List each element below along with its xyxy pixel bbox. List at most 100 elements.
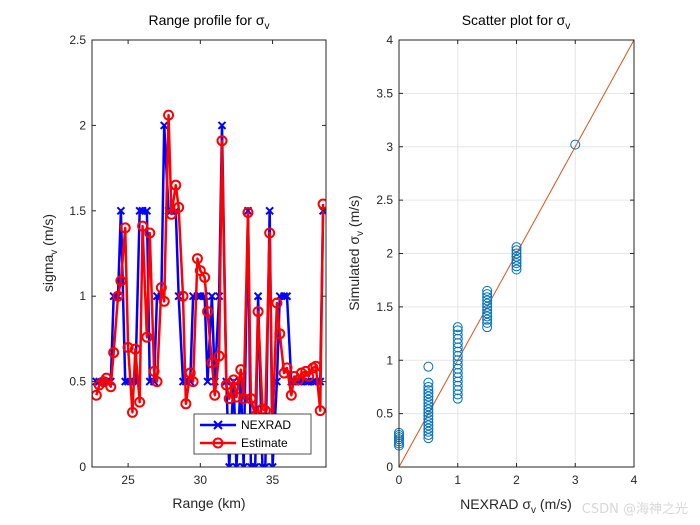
- estimate-point: [206, 357, 218, 369]
- y-tick-label: 4: [386, 33, 393, 47]
- watermark: CSDN @海神之光: [582, 502, 688, 517]
- nexrad-point: [261, 462, 270, 467]
- range-profile-y-ticks: 0 0.5 1 1.5 2 2.5: [69, 33, 326, 474]
- nexrad-point: [232, 462, 241, 467]
- estimate-point: [314, 405, 326, 417]
- x-tick-label: 4: [631, 473, 638, 487]
- scatter-y-label: Simulated σv (m/s): [346, 195, 366, 311]
- scatter-point: [482, 292, 493, 303]
- estimate-point: [235, 364, 247, 376]
- estimate-point: [238, 393, 250, 405]
- estimate-point: [155, 282, 167, 294]
- series-line-estimate: [95, 113, 325, 428]
- estimate-point: [264, 227, 276, 239]
- x-tick-label: 0: [396, 473, 403, 487]
- scatter-point: [423, 385, 434, 396]
- estimate-point: [220, 379, 232, 391]
- scatter-point: [423, 391, 434, 402]
- estimate-point: [105, 381, 117, 393]
- scatter-point: [482, 314, 493, 325]
- scatter-point: [482, 295, 493, 306]
- x-tick-label: 25: [121, 473, 135, 487]
- y-tick-label: 2.5: [69, 33, 86, 47]
- range-profile-legend: NEXRAD Estimate: [193, 413, 312, 455]
- estimate-point: [137, 220, 149, 232]
- estimate-point: [119, 222, 131, 234]
- scatter-x-ticks: 0 1 2 3 4: [396, 40, 638, 487]
- scatter-point: [423, 361, 434, 372]
- x-tick-label: 3: [572, 473, 579, 487]
- nexrad-point: [239, 462, 248, 467]
- scatter-chart: Scatter plot for σv 0 0.5 1 1.5 2 2.5 3 3.5 4 0 1…: [346, 12, 638, 516]
- scatter-point: [423, 377, 434, 388]
- estimate-point: [170, 179, 182, 191]
- estimate-point: [230, 391, 242, 403]
- estimate-point: [245, 393, 257, 405]
- nexrad-point: [265, 206, 274, 216]
- estimate-point: [303, 370, 315, 382]
- y-tick-label: 1.5: [376, 300, 393, 314]
- scatter-point: [423, 381, 434, 392]
- estimate-point: [242, 207, 254, 219]
- estimate-point: [112, 290, 124, 302]
- scatter-point: [482, 298, 493, 309]
- scatter-point: [511, 245, 522, 256]
- nexrad-point: [116, 206, 126, 216]
- scatter-point: [511, 254, 522, 265]
- nexrad-point: [253, 291, 263, 301]
- scatter-y-ticks: 0 0.5 1 1.5 2 2.5 3 3.5 4: [376, 33, 634, 474]
- legend-box: [193, 413, 312, 455]
- scatter-point: [423, 423, 434, 434]
- scatter-point: [452, 325, 463, 336]
- estimate-point: [228, 374, 240, 386]
- scatter-point: [423, 407, 434, 418]
- estimate-point: [108, 347, 120, 359]
- scatter-point: [511, 261, 522, 272]
- legend-estimate-marker: [212, 437, 224, 449]
- scatter-title: Scatter plot for σv: [462, 12, 571, 32]
- scatter-point: [482, 305, 493, 316]
- range-profile-axes-box: [91, 39, 327, 468]
- scatter-point: [482, 285, 493, 296]
- estimate-point: [165, 208, 177, 220]
- estimate-point: [202, 306, 214, 318]
- scatter-point: [511, 251, 522, 262]
- estimate-point: [148, 365, 160, 377]
- scatter-point: [423, 397, 434, 408]
- nexrad-point: [160, 121, 169, 130]
- legend-estimate-label: Estimate: [241, 436, 288, 450]
- range-profile-chart: Range profile for σv 0 0.5 1 1.5 2 2.5 25 30 35…: [40, 12, 327, 511]
- estimate-point: [92, 389, 102, 401]
- y-tick-label: 0: [386, 460, 393, 474]
- range-profile-y-label: sigmav (m/s): [40, 214, 60, 292]
- estimate-point: [209, 389, 221, 401]
- estimate-point: [271, 297, 283, 309]
- nexrad-point: [268, 462, 277, 467]
- estimate-point: [274, 328, 286, 340]
- scatter-point: [482, 322, 493, 333]
- estimate-point: [180, 398, 192, 410]
- estimate-point: [177, 290, 189, 302]
- scatter-x-label: NEXRAD σv (m/s): [460, 496, 572, 516]
- y-tick-label: 3.5: [376, 86, 393, 100]
- estimate-point: [281, 362, 293, 374]
- estimate-point: [310, 360, 322, 372]
- scatter-point: [423, 404, 434, 415]
- nexrad-point: [142, 206, 152, 216]
- estimate-point: [213, 350, 225, 362]
- scatter-point: [423, 429, 434, 440]
- nexrad-point: [135, 206, 144, 216]
- estimate-point: [144, 227, 156, 239]
- estimate-point: [216, 135, 228, 147]
- estimate-point: [199, 271, 211, 283]
- scatter-point: [482, 311, 493, 322]
- nexrad-point: [282, 291, 292, 301]
- y-tick-label: 2: [79, 118, 86, 132]
- y-tick-label: 0: [79, 460, 86, 474]
- x-tick-label: 2: [513, 473, 520, 487]
- x-tick-label: 1: [454, 473, 461, 487]
- nexrad-point: [217, 121, 227, 130]
- y-tick-label: 2: [386, 247, 393, 261]
- scatter-point: [482, 308, 493, 319]
